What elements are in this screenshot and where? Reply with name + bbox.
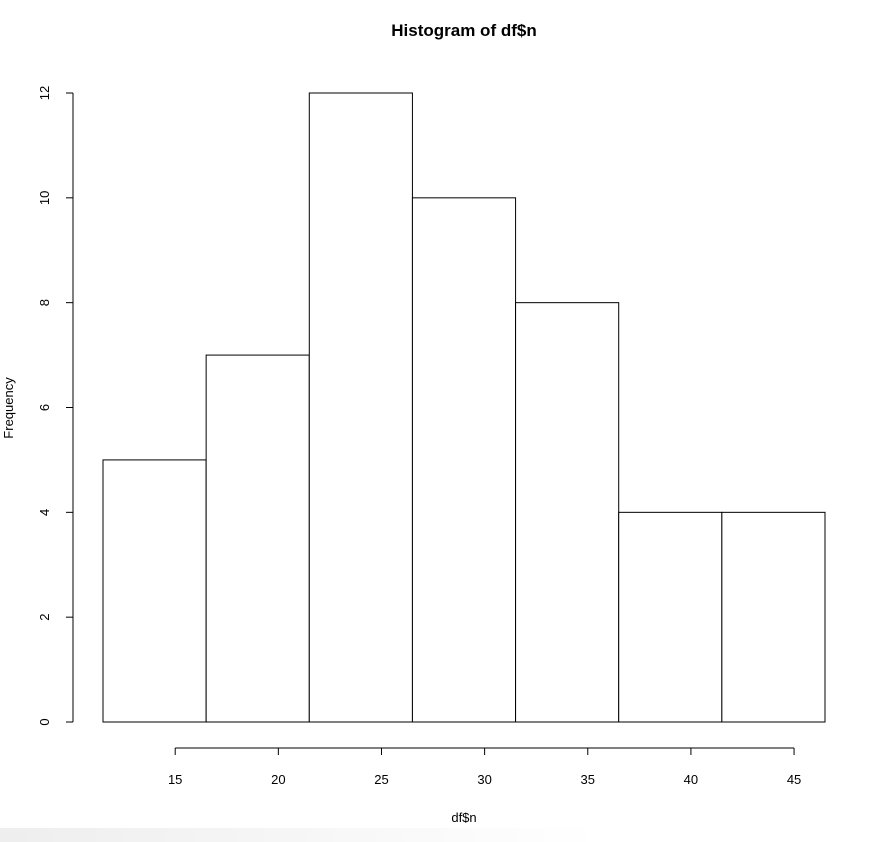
x-tick-label: 20 xyxy=(271,772,285,787)
bars-group xyxy=(102,92,826,723)
histogram-bar xyxy=(411,197,517,723)
x-tick-label: 25 xyxy=(374,772,388,787)
window-edge-shadow xyxy=(0,828,600,842)
chart-title: Histogram of df$n xyxy=(391,21,536,40)
histogram-bar xyxy=(515,302,620,723)
x-tick-label: 40 xyxy=(684,772,698,787)
y-tick-label: 2 xyxy=(37,614,52,621)
x-tick-label: 15 xyxy=(168,772,182,787)
histogram-bar xyxy=(205,354,310,723)
y-tick-label: 6 xyxy=(37,404,52,411)
histogram-bar xyxy=(102,459,207,723)
x-axis-title: df$n xyxy=(451,810,476,825)
y-tick-label: 12 xyxy=(37,86,52,100)
histogram-bar xyxy=(308,92,413,723)
x-tick-label: 45 xyxy=(787,772,801,787)
y-tick-label: 0 xyxy=(37,718,52,725)
y-tick-label: 10 xyxy=(37,191,52,205)
x-axis: 15 20 25 30 35 40 45 xyxy=(168,747,801,787)
y-tick-label: 8 xyxy=(37,299,52,306)
y-axis-title: Frequency xyxy=(1,377,16,439)
y-tick-label: 4 xyxy=(37,509,52,516)
histogram-bar xyxy=(721,511,826,723)
x-tick-label: 30 xyxy=(477,772,491,787)
x-tick-label: 35 xyxy=(581,772,595,787)
histogram-bar xyxy=(618,511,723,723)
y-axis: 0 2 4 6 8 10 12 xyxy=(37,86,74,726)
